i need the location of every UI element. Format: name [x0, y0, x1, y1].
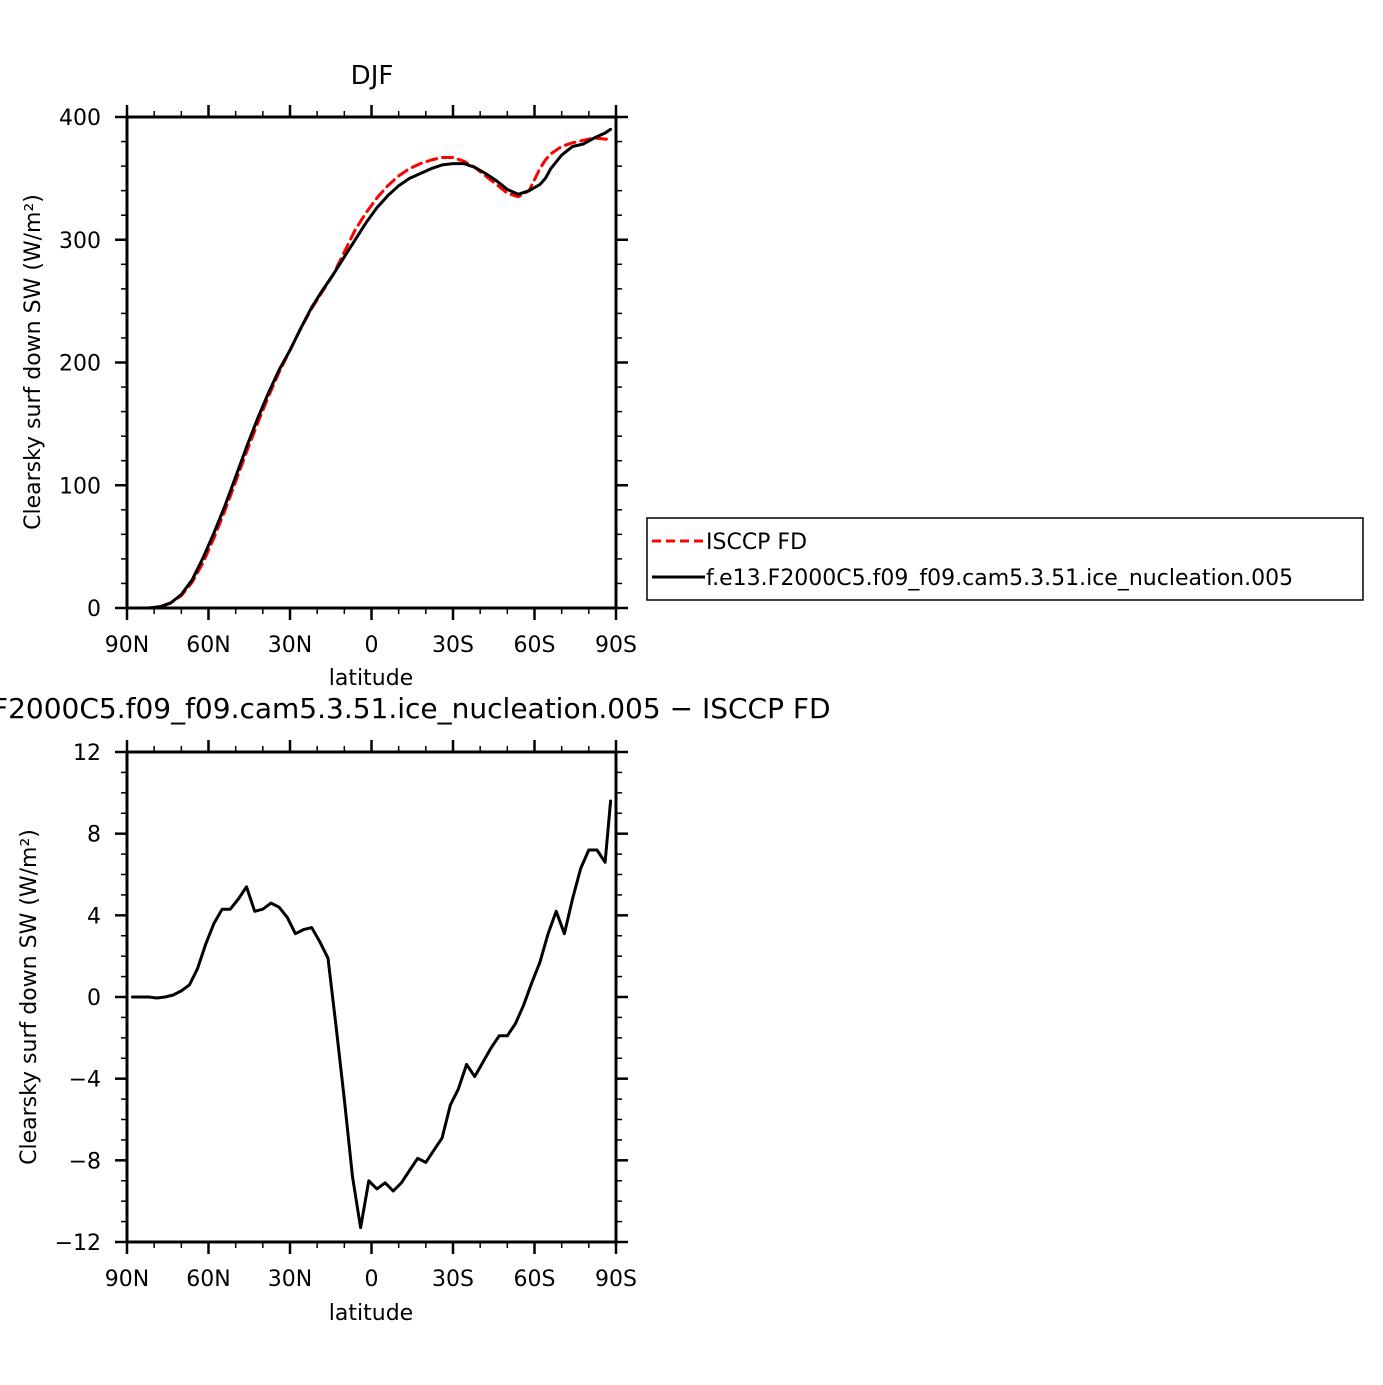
legend-label-model: f.e13.F2000C5.f09_f09.cam5.3.51.ice_nucl… — [706, 566, 1293, 591]
top-x-tick-labels: 90N 60N 30N 0 30S 60S 90S — [105, 633, 637, 658]
top-y-tick-label: 200 — [59, 352, 101, 377]
bottom-series-line-0 — [130, 799, 613, 1230]
top-y-tick-labels: 0 100 200 300 400 — [59, 106, 101, 622]
top-x-tick-label: 90N — [105, 633, 149, 658]
top-y-tick-label: 300 — [59, 229, 101, 254]
top-x-axis-label: latitude — [329, 666, 413, 691]
top-x-tick-label: 0 — [365, 633, 379, 658]
top-x-tick-label: 30N — [268, 633, 312, 658]
bottom-y-tick-label: −12 — [55, 1231, 101, 1256]
bottom-x-tick-label: 30N — [268, 1267, 312, 1292]
bottom-x-tick-labels: 90N 60N 30N 0 30S 60S 90S — [105, 1267, 637, 1292]
bottom-x-tick-label: 90N — [105, 1267, 149, 1292]
legend-box — [646, 517, 1364, 601]
top-x-tick-label: 30S — [432, 633, 474, 658]
top-x-tick-label: 60N — [186, 633, 230, 658]
top-x-tick-label: 60S — [514, 633, 556, 658]
bottom-ticks — [115, 740, 628, 1254]
bottom-x-tick-label: 90S — [595, 1267, 637, 1292]
legend-label-isccp: ISCCP FD — [706, 530, 807, 555]
bottom-y-tick-label: 12 — [73, 741, 101, 766]
top-plot-frame — [125, 115, 618, 610]
bottom-y-tick-label: 4 — [87, 904, 101, 929]
bottom-y-tick-label: −8 — [69, 1149, 101, 1174]
top-series-lines — [130, 127, 613, 610]
bottom-y-axis-label: Clearsky surf down SW (W/m²) — [17, 829, 42, 1165]
bottom-y-tick-label: −4 — [69, 1068, 101, 1093]
top-y-axis-label: Clearsky surf down SW (W/m²) — [21, 194, 46, 530]
top-series-line-0 — [130, 136, 613, 610]
bottom-plot-frame — [125, 750, 618, 1244]
top-ticks — [115, 105, 628, 620]
bottom-y-tick-label: 0 — [87, 986, 101, 1011]
bottom-chart-title: f.e13.F2000C5.f09_f09.cam5.3.51.ice_nucl… — [0, 692, 831, 725]
top-series-line-1 — [130, 127, 613, 610]
bottom-panel: f.e13.F2000C5.f09_f09.cam5.3.51.ice_nucl… — [0, 692, 831, 1326]
bottom-y-tick-label: 8 — [87, 823, 101, 848]
top-chart-title: DJF — [351, 61, 394, 91]
bottom-x-axis-label: latitude — [329, 1301, 413, 1326]
bottom-y-tick-labels: −12 −8 −4 0 4 8 12 — [55, 741, 101, 1256]
top-y-tick-label: 0 — [87, 597, 101, 622]
top-y-tick-label: 400 — [59, 106, 101, 131]
top-x-tick-label: 90S — [595, 633, 637, 658]
legend: ISCCP FD f.e13.F2000C5.f09_f09.cam5.3.51… — [646, 517, 1364, 601]
top-panel: DJF 90N 60N 30N 0 30S 60S 90S 0 100 200 300 400 la… — [21, 61, 637, 691]
top-y-tick-label: 100 — [59, 474, 101, 499]
bottom-x-tick-label: 30S — [432, 1267, 474, 1292]
bottom-series-lines — [130, 799, 613, 1230]
bottom-x-tick-label: 60S — [514, 1267, 556, 1292]
bottom-x-tick-label: 60N — [186, 1267, 230, 1292]
bottom-x-tick-label: 0 — [365, 1267, 379, 1292]
